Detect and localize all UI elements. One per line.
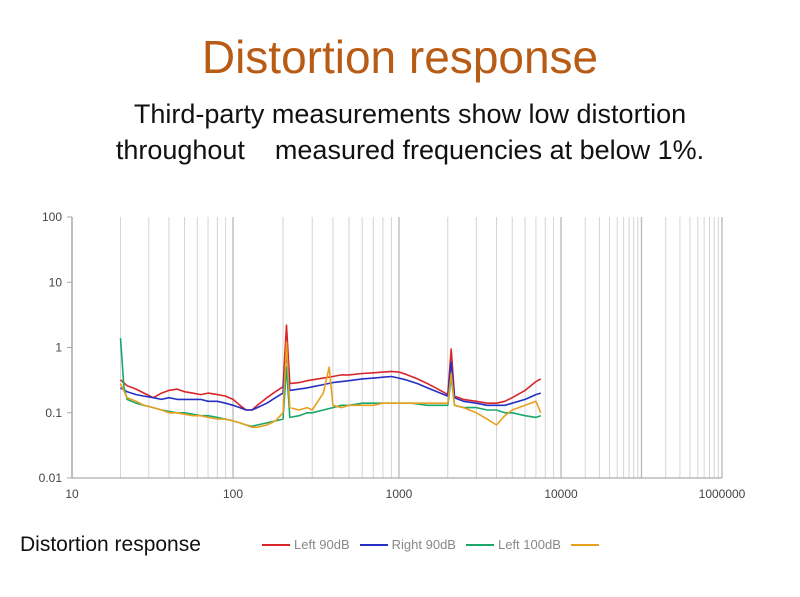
x-tick-label: 1000: [386, 487, 413, 501]
legend-item-3: Left 100dB: [465, 537, 561, 552]
subtitle-line-1: Third-party measurements show low distor…: [133, 99, 687, 129]
x-tick-label: 1000000: [699, 487, 746, 501]
legend-swatch: [570, 543, 599, 546]
legend-item-2: Right 90dB: [359, 537, 456, 552]
series-line-4: [119, 341, 542, 428]
legend-swatch: [359, 543, 388, 546]
legend-label: Right 90dB: [391, 537, 456, 552]
page-title: Distortion response: [201, 31, 599, 83]
chart-container: 100 10 1 0.1 0.01 10 100 1000 10000 1000000: [0, 200, 800, 520]
legend-item-4: [570, 543, 603, 546]
chart-legend: Left 90dB Right 90dB Left 100dB: [262, 537, 613, 552]
x-tick-label: 100: [223, 487, 243, 501]
legend-swatch: [262, 543, 290, 546]
y-tick-label: 0.1: [45, 406, 62, 420]
y-tick-label: 10: [49, 275, 63, 289]
chart-caption: Distortion response: [20, 533, 201, 556]
legend-swatch: [465, 543, 494, 546]
legend-label: Left 100dB: [497, 537, 561, 552]
legend-label: Left 90dB: [294, 537, 350, 552]
y-tick-label: 1: [55, 341, 62, 355]
subtitle-line-2: throughout measured frequencies at below…: [115, 135, 705, 165]
x-tick-label: 10000: [544, 487, 578, 501]
series-line-1: [119, 324, 542, 411]
legend-item-1: Left 90dB: [262, 537, 350, 552]
page-subtitle: Third-party measurements show low distor…: [60, 96, 760, 168]
series-line-2: [120, 349, 542, 411]
y-tick-label: 0.01: [39, 471, 63, 485]
y-tick-label: 100: [42, 210, 62, 224]
x-tick-label: 10: [65, 487, 79, 501]
